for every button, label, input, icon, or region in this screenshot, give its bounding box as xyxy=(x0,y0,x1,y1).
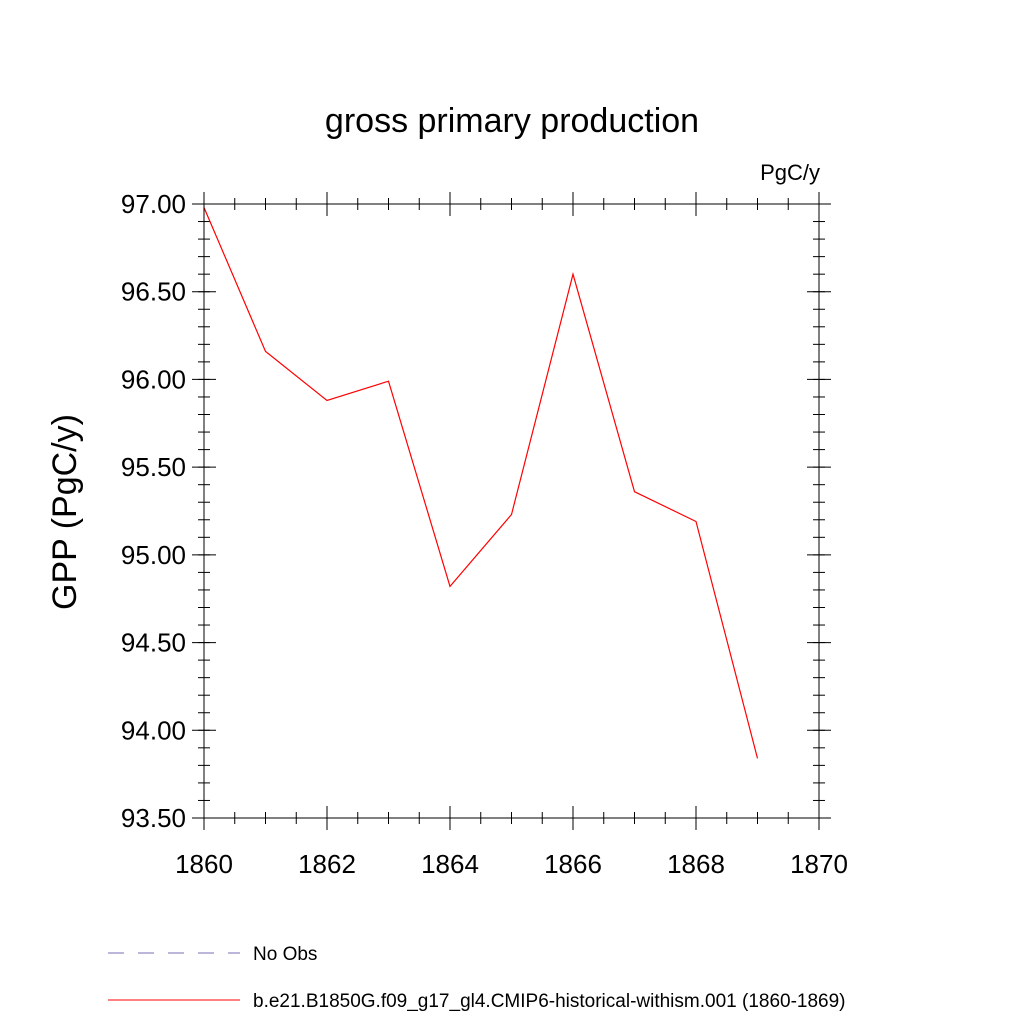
y-tick-label: 96.50 xyxy=(121,277,186,307)
x-tick-label: 1864 xyxy=(421,849,479,879)
legend: No Obs b.e21.B1850G.f09_g17_gl4.CMIP6-hi… xyxy=(108,944,846,1012)
y-tick-label: 95.00 xyxy=(121,540,186,570)
minor-ticks xyxy=(198,198,825,824)
y-tick-label: 94.50 xyxy=(121,628,186,658)
y-tick-label: 93.50 xyxy=(121,803,186,833)
units-label: PgC/y xyxy=(760,160,820,185)
series-layer xyxy=(203,207,759,759)
x-tick-label: 1860 xyxy=(175,849,233,879)
x-tick-label: 1868 xyxy=(667,849,725,879)
x-tick-labels: 1860 1862 1864 1866 1868 1870 xyxy=(175,849,848,879)
legend-label-model-run: b.e21.B1850G.f09_g17_gl4.CMIP6-historica… xyxy=(253,991,846,1012)
x-tick-label: 1862 xyxy=(298,849,356,879)
legend-label-no-obs: No Obs xyxy=(253,944,317,965)
y-tick-label: 97.00 xyxy=(121,189,186,219)
x-tick-label: 1866 xyxy=(544,849,602,879)
y-tick-labels: 93.50 94.00 94.50 95.00 95.50 96.00 96.50 97.00 xyxy=(121,189,186,833)
y-tick-label: 96.00 xyxy=(121,364,186,394)
chart-title: gross primary production xyxy=(325,102,699,140)
y-tick-label: 94.00 xyxy=(121,715,186,745)
series-line xyxy=(203,207,759,759)
major-ticks xyxy=(192,192,831,830)
x-tick-label: 1870 xyxy=(790,849,848,879)
y-tick-label: 95.50 xyxy=(121,452,186,482)
plot-frame xyxy=(203,203,820,819)
y-axis-label: GPP (PgC/y) xyxy=(46,414,84,610)
